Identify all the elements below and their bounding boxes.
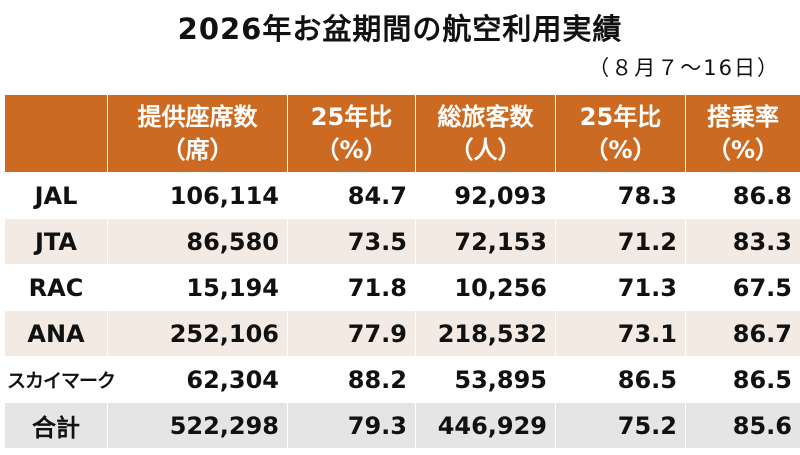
table-cell: 72,153: [415, 218, 556, 265]
table-row: JAL 106,114 84.7 92,093 78.3 86.8: [4, 172, 800, 219]
table-cell: 88.2: [287, 356, 416, 403]
table-cell: 10,256: [415, 264, 556, 311]
total-row: 合計 522,298 79.3 446,929 75.2 85.6: [4, 402, 800, 449]
table-row: スカイマーク 62,304 88.2 53,895 86.5 86.5: [4, 356, 800, 403]
table-cell: 106,114: [107, 172, 288, 219]
table-cell: 446,929: [415, 402, 556, 449]
column-header-unit: （%）: [315, 135, 388, 164]
column-header-unit: （席）: [161, 135, 234, 164]
column-header-seats-yoy: 25年比 （%）: [287, 94, 416, 173]
table-cell: 84.7: [287, 172, 416, 219]
table-cell: 252,106: [107, 310, 288, 357]
column-header-label: 25年比: [310, 102, 393, 131]
column-header-label: 25年比: [579, 102, 662, 131]
row-label: スカイマーク: [4, 356, 116, 403]
table-row: RAC 15,194 71.8 10,256 71.3 67.5: [4, 264, 800, 311]
table-cell: 15,194: [107, 264, 288, 311]
table-cell: 92,093: [415, 172, 556, 219]
column-header-load-factor: 搭乗率 （%）: [685, 94, 800, 173]
table-cell: 67.5: [685, 264, 800, 311]
column-header-unit: （%）: [584, 135, 657, 164]
table-cell: 522,298: [107, 402, 288, 449]
column-header-label: 搭乗率: [707, 102, 779, 131]
row-label: JTA: [4, 218, 108, 265]
column-header-label: 総旅客数: [437, 102, 534, 131]
period-note: （８月７～16日）: [588, 56, 780, 80]
stats-table: 提供座席数 （席） 25年比 （%） 総旅客数 （人） 25年比 （%） 搭乗率: [4, 94, 800, 449]
table-row: JTA 86,580 73.5 72,153 71.2 83.3: [4, 218, 800, 265]
chart-title: 2026年お盆期間の航空利用実績: [177, 12, 623, 46]
table-cell: 85.6: [685, 402, 800, 449]
table-cell: 86.5: [555, 356, 686, 403]
table-cell: 71.3: [555, 264, 686, 311]
table-cell: 86,580: [107, 218, 288, 265]
table-cell: 62,304: [107, 356, 288, 403]
row-label: ANA: [4, 310, 108, 357]
table-cell: 79.3: [287, 402, 416, 449]
table-cell: 218,532: [415, 310, 556, 357]
table-cell: 78.3: [555, 172, 686, 219]
table-cell: 77.9: [287, 310, 416, 357]
column-header-passengers-yoy: 25年比 （%）: [555, 94, 686, 173]
row-label: JAL: [4, 172, 108, 219]
table-cell: 53,895: [415, 356, 556, 403]
table-cell: 86.7: [685, 310, 800, 357]
table-cell: 86.8: [685, 172, 800, 219]
column-header-seats: 提供座席数 （席）: [107, 94, 288, 173]
column-header-passengers: 総旅客数 （人）: [415, 94, 556, 173]
column-header-unit: （%）: [706, 135, 780, 164]
row-label: 合計: [4, 402, 108, 449]
table-cell: 75.2: [555, 402, 686, 449]
table-cell: 71.2: [555, 218, 686, 265]
table-cell: 71.8: [287, 264, 416, 311]
column-header-unit: （人）: [449, 135, 522, 164]
row-label: RAC: [4, 264, 108, 311]
column-header-label: 提供座席数: [137, 102, 258, 131]
table-cell: 73.5: [287, 218, 416, 265]
table-cell: 73.1: [555, 310, 686, 357]
table-cell: 86.5: [685, 356, 800, 403]
header-row: 提供座席数 （席） 25年比 （%） 総旅客数 （人） 25年比 （%） 搭乗率: [4, 94, 800, 173]
table-row: ANA 252,106 77.9 218,532 73.1 86.7: [4, 310, 800, 357]
header-corner: [4, 94, 108, 173]
table-cell: 83.3: [685, 218, 800, 265]
